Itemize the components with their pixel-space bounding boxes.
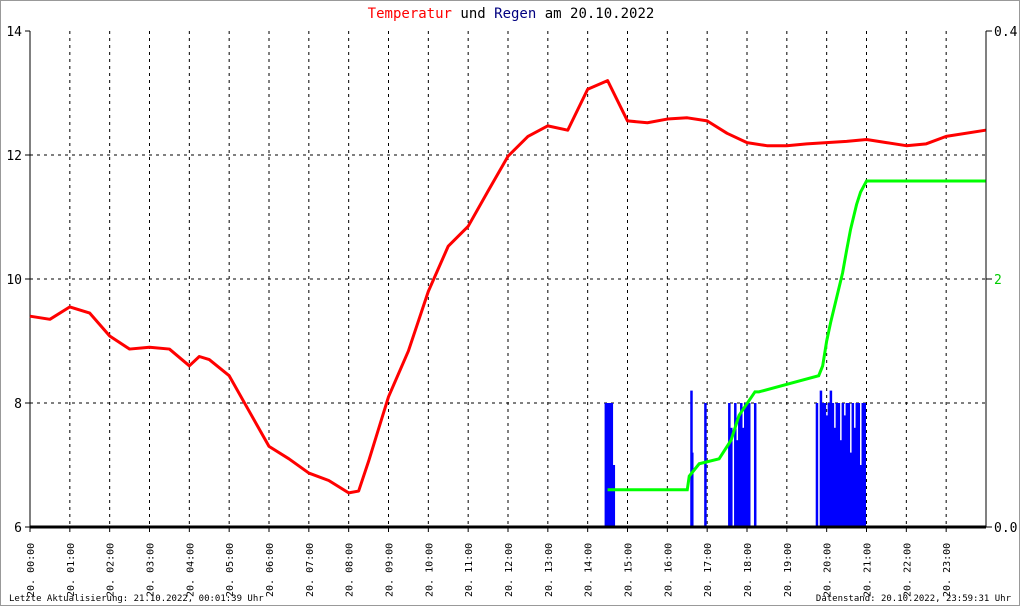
- rain-bar: [851, 403, 855, 527]
- rain-bar: [747, 403, 751, 527]
- rain-bar: [612, 465, 616, 527]
- rain-bar: [845, 403, 849, 527]
- x-tick-label: 20. 17:00: [703, 543, 714, 597]
- rain-bar: [604, 403, 608, 527]
- rain-bar: [855, 403, 859, 527]
- y-tick-label-left: 10: [6, 273, 22, 288]
- x-tick-label: 20. 18:00: [743, 543, 754, 597]
- x-tick-label: 20. 01:00: [66, 543, 77, 597]
- footer-data-status: Datenstand: 20.10.2022, 23:59:31 Uhr: [815, 594, 1011, 604]
- rain-bar: [606, 403, 610, 527]
- title-temperature: Temperatur: [367, 6, 452, 22]
- rain-bar: [610, 403, 614, 527]
- rain-bar: [738, 415, 741, 527]
- y-tick-label-left: 12: [6, 149, 22, 164]
- x-tick-label: 20. 14:00: [584, 543, 595, 597]
- rain-bar: [843, 415, 847, 527]
- rain-sum-line: [607, 179, 986, 492]
- y-tick-label-right: 0.4: [994, 25, 1018, 40]
- rain-bar: [837, 403, 841, 527]
- x-tick-label: 20. 07:00: [305, 543, 316, 597]
- rain-bar: [823, 403, 827, 527]
- x-tick-label: 20. 11:00: [464, 543, 475, 597]
- rain-bar: [821, 403, 825, 527]
- rain-bar: [835, 403, 839, 527]
- x-tick-label: 20. 02:00: [106, 543, 117, 597]
- rain-bar: [827, 403, 831, 527]
- rain-bar: [849, 452, 853, 527]
- title-rain: Regen: [494, 6, 537, 22]
- rain-bar: [857, 403, 861, 527]
- rain-bar: [704, 403, 707, 527]
- title-date: am 20.10.2022: [544, 6, 655, 22]
- rain-bar: [736, 440, 739, 527]
- y-tick-label-left: 14: [6, 25, 22, 40]
- rain-bar: [734, 403, 737, 527]
- x-tick-label: 20. 16:00: [663, 543, 674, 597]
- rain-bar: [691, 452, 694, 527]
- rain-bar: [833, 427, 837, 527]
- x-tick-label: 20. 00:00: [26, 543, 37, 597]
- x-tick-label: 20. 23:00: [942, 543, 953, 597]
- x-tick-label: 20. 12:00: [504, 543, 515, 597]
- rain-bar: [847, 403, 851, 527]
- rain-bar: [829, 390, 833, 527]
- y-tick-label-left: 8: [14, 397, 22, 412]
- rain-bar: [825, 415, 829, 527]
- y-tick-label-right: 2: [994, 273, 1002, 288]
- rain-bar: [819, 390, 823, 527]
- x-tick-label: 20. 13:00: [544, 543, 555, 597]
- rain-bar: [815, 403, 819, 527]
- x-tick-label: 20. 21:00: [863, 543, 874, 597]
- temperature-line: [29, 79, 986, 495]
- rain-bar: [740, 403, 743, 527]
- rain-bar: [730, 427, 733, 527]
- footer-last-update: Letzte Aktualisierung: 21.10.2022, 00:01…: [9, 594, 264, 604]
- rain-bar: [861, 403, 865, 527]
- x-tick-label: 20. 09:00: [385, 543, 396, 597]
- rain-bar: [853, 427, 857, 527]
- x-tick-label: 20. 19:00: [783, 543, 794, 597]
- rain-bar: [608, 403, 612, 527]
- rain-bar: [841, 403, 845, 527]
- rain-bar: [753, 403, 757, 527]
- rain-bar: [744, 403, 747, 527]
- rain-bar: [839, 440, 843, 527]
- rain-bar: [859, 465, 863, 527]
- x-tick-label: 20. 06:00: [265, 543, 276, 597]
- x-tick-label: 20. 10:00: [424, 543, 435, 597]
- x-tick-label: 20. 08:00: [345, 543, 356, 597]
- x-tick-label: 20. 15:00: [624, 543, 635, 597]
- x-tick-label: 20. 05:00: [225, 543, 236, 597]
- rain-bar: [746, 403, 749, 527]
- rain-bar: [863, 403, 867, 527]
- x-tick-label: 20. 04:00: [185, 543, 196, 597]
- chart-title: Temperatur und Regen am 20.10.2022: [1, 6, 1020, 22]
- rain-bar: [742, 427, 745, 527]
- x-tick-label: 20. 03:00: [146, 543, 157, 597]
- x-tick-label: 20. 20:00: [823, 543, 834, 597]
- rain-bar: [728, 403, 731, 527]
- y-tick-label-left: 6: [14, 521, 22, 536]
- x-tick-label: 20. 22:00: [902, 543, 913, 597]
- y-tick-label-right: 0.0: [994, 521, 1017, 536]
- title-and: und: [460, 6, 486, 22]
- rain-bar: [831, 403, 835, 527]
